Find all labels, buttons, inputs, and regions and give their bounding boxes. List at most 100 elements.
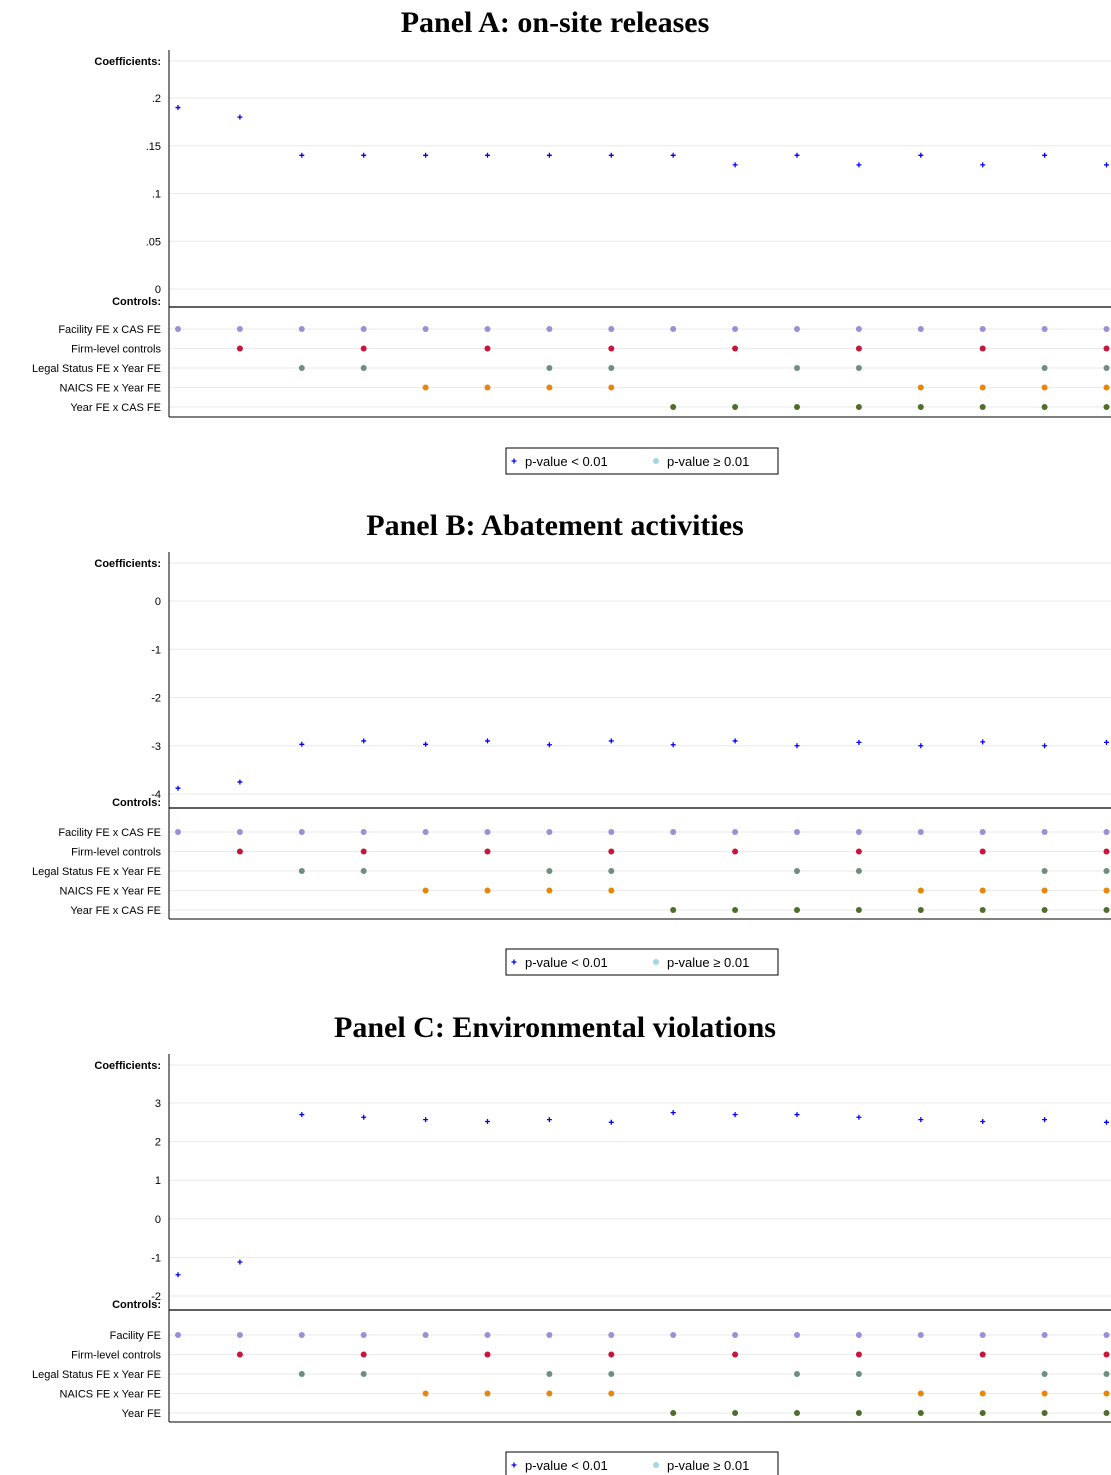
coefficient-point xyxy=(361,738,367,744)
legend-label: p-value ≥ 0.01 xyxy=(667,1458,749,1473)
control-indicator-dot xyxy=(979,1351,986,1358)
panel-c: Panel C: Environmental violations 3 2 1 0 -1 -… xyxy=(32,1011,1111,1475)
control-indicator-dot xyxy=(917,907,924,913)
control-indicator-dot xyxy=(917,1332,924,1338)
legend-significant-marker xyxy=(511,959,517,965)
control-indicator-dot xyxy=(1041,1410,1048,1416)
coefficient-point xyxy=(175,1272,181,1278)
y-tick-label: .2 xyxy=(152,93,161,105)
control-indicator-dot xyxy=(855,404,862,410)
control-indicator-dot xyxy=(794,868,800,874)
y-tick-label: 0 xyxy=(155,596,161,608)
coefficient-point xyxy=(1104,739,1109,745)
control-indicator-dot xyxy=(1103,868,1110,874)
coefficient-point xyxy=(670,742,676,748)
control-indicator-dot xyxy=(484,345,491,352)
control-indicator-dot xyxy=(546,365,553,371)
control-indicator-dot xyxy=(855,365,862,371)
control-indicator-dot xyxy=(732,1332,739,1338)
control-indicator-dot xyxy=(1103,1410,1110,1416)
control-indicator-dot xyxy=(917,887,924,894)
control-label: Facility FE x CAS FE xyxy=(58,827,161,839)
control-indicator-dot xyxy=(1041,887,1048,894)
control-indicator-dot xyxy=(1041,326,1048,332)
control-indicator-dot xyxy=(608,887,615,894)
coefficients-label: Coefficients: xyxy=(94,558,161,570)
control-indicator-dot xyxy=(298,1332,305,1338)
control-indicator-dot xyxy=(546,1390,553,1397)
control-indicator-dot xyxy=(422,384,429,391)
coefficient-point xyxy=(361,1114,367,1120)
control-indicator-dot xyxy=(360,1371,367,1377)
coefficient-point xyxy=(175,785,181,791)
coefficient-point xyxy=(918,743,924,749)
control-label: NAICS FE x Year FE xyxy=(60,1389,161,1401)
coefficient-point xyxy=(980,739,986,745)
control-indicator-dot xyxy=(794,404,800,410)
control-indicator-dot xyxy=(484,829,491,835)
control-indicator-dot xyxy=(855,868,862,874)
control-indicator-dot xyxy=(979,1410,986,1416)
control-indicator-dot xyxy=(979,345,986,352)
coefficient-point xyxy=(299,741,305,747)
coefficient-point xyxy=(299,1112,305,1118)
coefficient-point xyxy=(856,162,862,168)
coefficient-point xyxy=(485,738,490,744)
control-indicator-dot xyxy=(236,829,243,835)
legend-significant-marker xyxy=(511,1462,517,1468)
control-indicator-dot xyxy=(608,1351,615,1358)
coefficient-point xyxy=(1104,1119,1109,1125)
panel-title: Panel A: on-site releases xyxy=(401,6,710,39)
control-indicator-dot xyxy=(979,326,986,332)
controls-label: Controls: xyxy=(112,797,161,809)
control-label: Legal Status FE x Year FE xyxy=(32,866,161,878)
panel-title: Panel C: Environmental violations xyxy=(334,1011,776,1044)
control-indicator-dot xyxy=(1041,1390,1048,1397)
control-indicator-dot xyxy=(546,384,553,391)
legend-label: p-value ≥ 0.01 xyxy=(667,955,749,970)
control-indicator-dot xyxy=(732,404,739,410)
control-indicator-dot xyxy=(1103,907,1110,913)
control-indicator-dot xyxy=(1103,1390,1110,1397)
coefficient-point xyxy=(856,1114,862,1120)
y-tick-label: 0 xyxy=(155,1214,161,1226)
control-label: Facility FE xyxy=(110,1330,161,1342)
legend-label: p-value < 0.01 xyxy=(525,454,608,469)
control-indicator-dot xyxy=(546,829,553,835)
y-tick-label: 3 xyxy=(155,1098,161,1110)
control-label: Year FE xyxy=(122,1408,161,1420)
control-indicator-dot xyxy=(608,1371,615,1377)
y-tick-label: -4 xyxy=(151,789,161,801)
control-indicator-dot xyxy=(917,829,924,835)
control-indicator-dot xyxy=(794,1371,800,1377)
control-indicator-dot xyxy=(236,848,243,855)
legend-box xyxy=(505,948,779,976)
control-indicator-dot xyxy=(360,1332,367,1338)
coefficient-point xyxy=(670,1110,676,1116)
y-tick-label: 0 xyxy=(155,284,161,296)
control-indicator-dot xyxy=(1103,1351,1110,1358)
coefficient-point xyxy=(608,1119,614,1125)
control-indicator-dot xyxy=(1103,404,1110,410)
control-indicator-dot xyxy=(670,907,677,913)
control-indicator-dot xyxy=(360,868,367,874)
legend-insignificant-marker xyxy=(653,458,659,464)
control-indicator-dot xyxy=(979,1332,986,1338)
coefficient-point xyxy=(794,152,800,158)
coefficient-point xyxy=(299,152,305,158)
control-indicator-dot xyxy=(608,326,615,332)
control-indicator-dot xyxy=(546,326,553,332)
control-indicator-dot xyxy=(979,829,986,835)
control-indicator-dot xyxy=(794,907,800,913)
control-label: NAICS FE x Year FE xyxy=(60,383,161,395)
control-indicator-dot xyxy=(1103,848,1110,855)
controls-label: Controls: xyxy=(112,296,161,308)
coefficient-point xyxy=(670,152,676,158)
control-indicator-dot xyxy=(422,1332,429,1338)
coefficient-point xyxy=(423,741,429,747)
control-indicator-dot xyxy=(484,384,491,391)
control-indicator-dot xyxy=(732,1410,739,1416)
control-indicator-dot xyxy=(979,404,986,410)
control-indicator-dot xyxy=(1041,829,1048,835)
